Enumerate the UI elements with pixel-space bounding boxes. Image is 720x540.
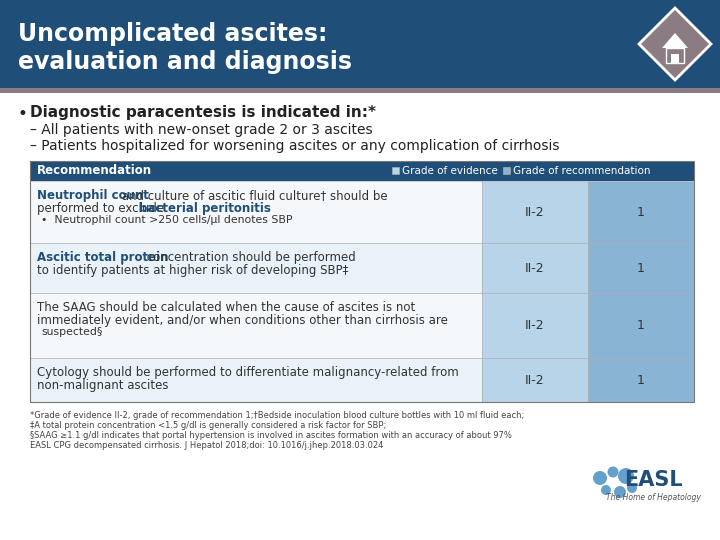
Text: II-2: II-2 [525,319,545,332]
Text: Diagnostic paracentesis is indicated in:*: Diagnostic paracentesis is indicated in:… [30,105,376,120]
Text: II-2: II-2 [525,374,545,387]
FancyBboxPatch shape [588,181,694,243]
Circle shape [593,471,607,485]
Text: EASL: EASL [624,470,683,490]
Text: performed to exclude: performed to exclude [37,202,168,215]
Text: Recommendation: Recommendation [37,165,152,178]
FancyBboxPatch shape [671,54,679,63]
Text: *Grade of evidence II-2, grade of recommendation 1;†Bedside inoculation blood cu: *Grade of evidence II-2, grade of recomm… [30,411,524,420]
Text: II-2: II-2 [525,261,545,274]
Text: immediately evident, and/or when conditions other than cirrhosis are: immediately evident, and/or when conditi… [37,314,448,327]
Text: •  Neutrophil count >250 cells/μl denotes SBP: • Neutrophil count >250 cells/μl denotes… [41,215,292,225]
Text: – All patients with new-onset grade 2 or 3 ascites: – All patients with new-onset grade 2 or… [30,123,373,137]
Text: •: • [18,105,28,123]
Text: – Patients hospitalized for worsening ascites or any complication of cirrhosis: – Patients hospitalized for worsening as… [30,139,559,153]
FancyBboxPatch shape [30,161,694,181]
Text: evaluation and diagnosis: evaluation and diagnosis [18,50,352,74]
Circle shape [614,486,626,498]
Text: non-malignant ascites: non-malignant ascites [37,379,168,392]
Text: 1: 1 [637,261,645,274]
Text: Grade of recommendation: Grade of recommendation [513,166,650,176]
Text: Cytology should be performed to differentiate malignancy-related from: Cytology should be performed to differen… [37,366,459,379]
FancyBboxPatch shape [503,167,510,174]
Text: to identify patients at higher risk of developing SBP‡: to identify patients at higher risk of d… [37,264,348,277]
FancyBboxPatch shape [482,293,588,358]
Text: 1: 1 [637,319,645,332]
Text: §SAAG ≥1.1 g/dl indicates that portal hypertension is involved in ascites format: §SAAG ≥1.1 g/dl indicates that portal hy… [30,431,512,440]
Text: ‡A total protein concentration <1.5 g/dl is generally considered a risk factor f: ‡A total protein concentration <1.5 g/dl… [30,421,386,430]
FancyBboxPatch shape [30,181,482,243]
Text: bacterial peritonitis: bacterial peritonitis [139,202,271,215]
Text: Grade of evidence: Grade of evidence [402,166,498,176]
FancyBboxPatch shape [588,243,694,293]
Text: Ascitic total protein: Ascitic total protein [37,251,168,264]
FancyBboxPatch shape [0,88,720,93]
Circle shape [618,468,634,484]
Text: 1: 1 [637,206,645,219]
Text: Uncomplicated ascites:: Uncomplicated ascites: [18,22,328,46]
FancyBboxPatch shape [30,293,482,358]
Polygon shape [662,33,688,48]
FancyBboxPatch shape [30,358,482,402]
Text: concentration should be performed: concentration should be performed [143,251,356,264]
Circle shape [627,483,637,493]
Text: 1: 1 [637,374,645,387]
Polygon shape [639,8,711,80]
Text: The Home of Hepatology: The Home of Hepatology [606,493,701,502]
FancyBboxPatch shape [0,0,720,88]
Circle shape [608,467,618,477]
FancyBboxPatch shape [392,167,399,174]
Text: The SAAG should be calculated when the cause of ascites is not: The SAAG should be calculated when the c… [37,301,415,314]
FancyBboxPatch shape [482,181,588,243]
FancyBboxPatch shape [30,243,482,293]
FancyBboxPatch shape [482,358,588,402]
Text: suspected§: suspected§ [41,327,102,337]
Text: II-2: II-2 [525,206,545,219]
FancyBboxPatch shape [482,243,588,293]
Text: and culture of ascitic fluid culture† should be: and culture of ascitic fluid culture† sh… [118,189,387,202]
FancyBboxPatch shape [588,358,694,402]
Text: Neutrophil count: Neutrophil count [37,189,149,202]
FancyBboxPatch shape [588,293,694,358]
Circle shape [601,485,611,495]
FancyBboxPatch shape [666,48,684,63]
Text: EASL CPG decompensated cirrhosis. J Hepatol 2018;doi: 10.1016/j.jhep.2018.03.024: EASL CPG decompensated cirrhosis. J Hepa… [30,441,383,450]
